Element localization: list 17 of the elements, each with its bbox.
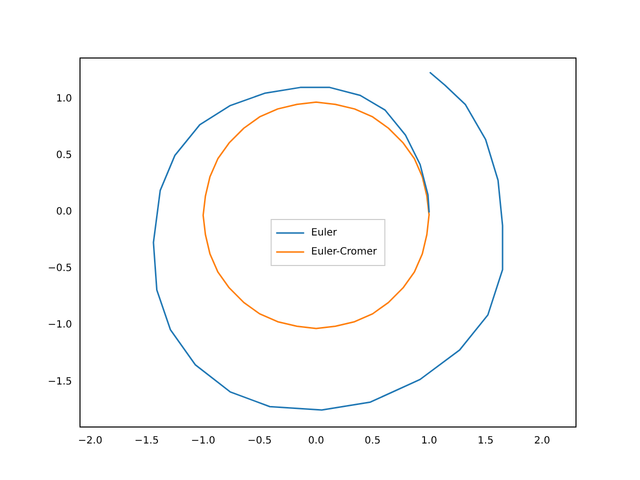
x-tick-label: −1.0 — [191, 436, 216, 447]
y-tick-label: −0.5 — [48, 263, 72, 274]
x-tick-label: 0.5 — [364, 436, 381, 447]
y-tick-label: 0.5 — [56, 150, 72, 161]
legend-label: Euler — [311, 228, 338, 239]
x-tick-label: 2.0 — [534, 436, 550, 447]
y-tick-label: −1.5 — [48, 376, 72, 388]
x-tick-label: −1.5 — [134, 436, 159, 447]
y-tick-label: 0.0 — [56, 206, 72, 218]
legend-label: Euler-Cromer — [311, 246, 378, 258]
y-tick-label: −1.0 — [48, 320, 72, 331]
x-tick-label: 1.0 — [421, 436, 438, 447]
y-tick-label: 1.0 — [56, 93, 72, 104]
x-tick-label: 1.5 — [478, 436, 494, 447]
x-tick-label: 0.0 — [308, 436, 324, 447]
x-tick-label: −2.0 — [78, 436, 102, 447]
x-tick-label: −0.5 — [247, 436, 272, 447]
